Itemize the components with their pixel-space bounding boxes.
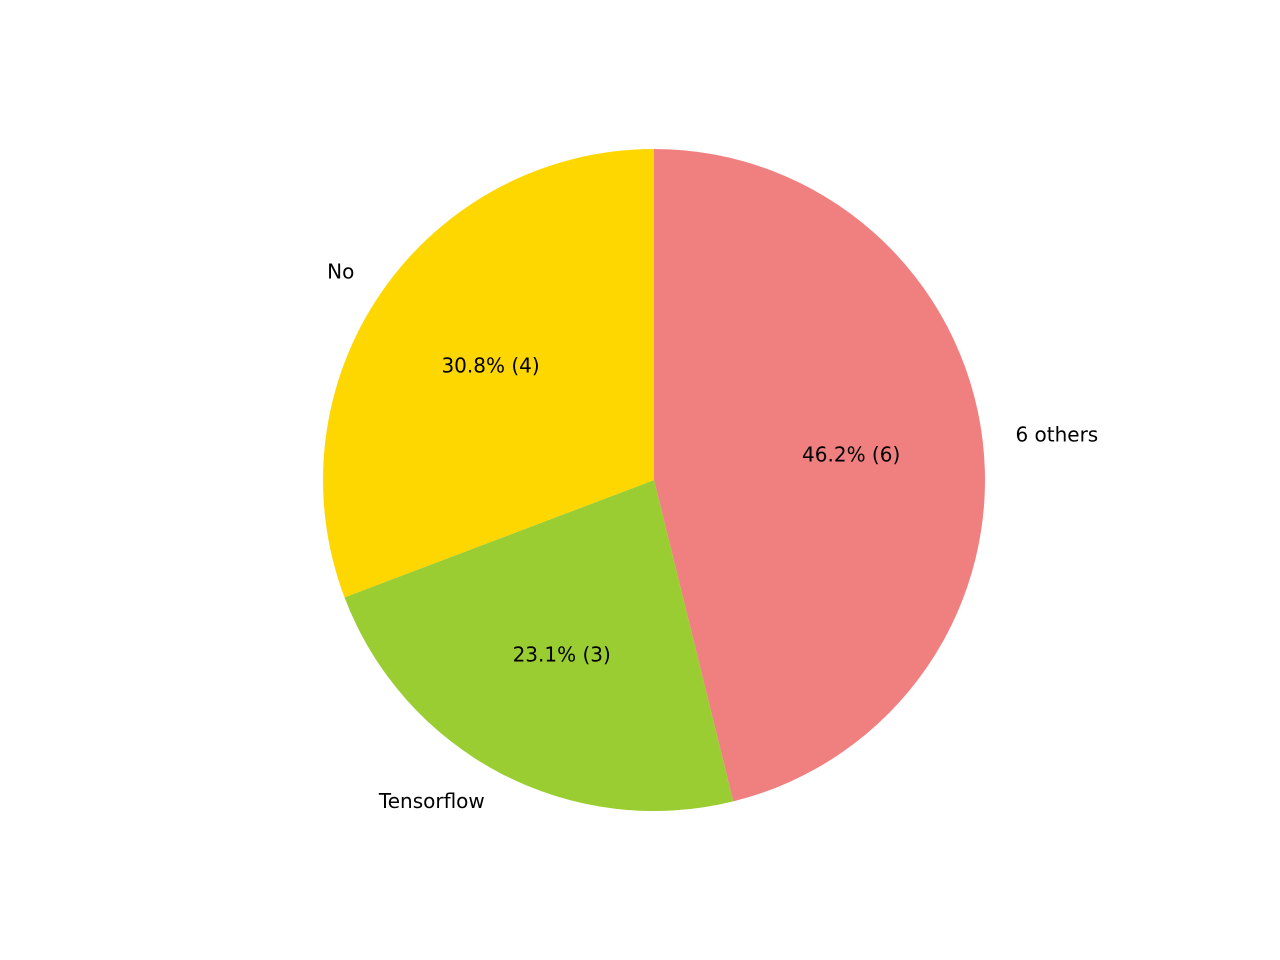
- pie-slice: [654, 149, 985, 802]
- pie-slice: [344, 480, 734, 811]
- slice-label: Tensorflow: [378, 789, 485, 813]
- value-label: 46.2% (6): [802, 443, 900, 467]
- value-label: 30.8% (4): [441, 354, 539, 378]
- value-label: 23.1% (3): [513, 642, 611, 666]
- slice-label: No: [327, 260, 354, 284]
- slice-label: 6 others: [1015, 423, 1098, 447]
- pie-slice: [322, 148, 654, 598]
